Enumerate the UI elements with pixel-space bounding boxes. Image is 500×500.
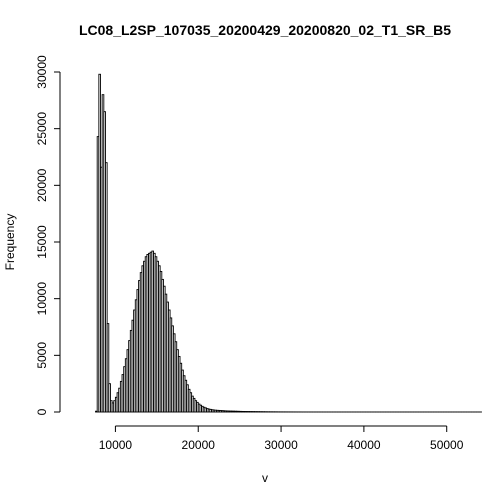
y-tick-label: 0 — [35, 408, 49, 415]
y-tick-label: 10000 — [35, 282, 49, 316]
histogram-bar — [108, 383, 111, 413]
y-tick-label: 5000 — [35, 342, 49, 369]
x-tick-label: 10000 — [99, 438, 133, 452]
y-tick-label: 15000 — [35, 225, 49, 259]
x-tick-label: 30000 — [264, 438, 298, 452]
x-axis-label: v — [262, 471, 268, 485]
y-tick-label: 20000 — [35, 168, 49, 202]
x-tick-label: 40000 — [347, 438, 381, 452]
histogram-bars — [95, 73, 482, 413]
y-tick-label: 25000 — [35, 112, 49, 146]
histogram-bar — [105, 162, 108, 413]
y-axis: 0 5000 10000 15000 20000 25000 30000 — [35, 55, 61, 415]
y-tick-label: 30000 — [35, 55, 49, 89]
x-tick-label: 20000 — [182, 438, 216, 452]
histogram-bar — [106, 323, 110, 413]
y-axis-label: Frequency — [3, 214, 17, 271]
x-tick-label: 50000 — [430, 438, 464, 452]
x-axis: 10000 20000 30000 40000 50000 — [99, 425, 464, 452]
chart-title: LC08_L2SP_107035_20200429_20200820_02_T1… — [79, 22, 451, 38]
